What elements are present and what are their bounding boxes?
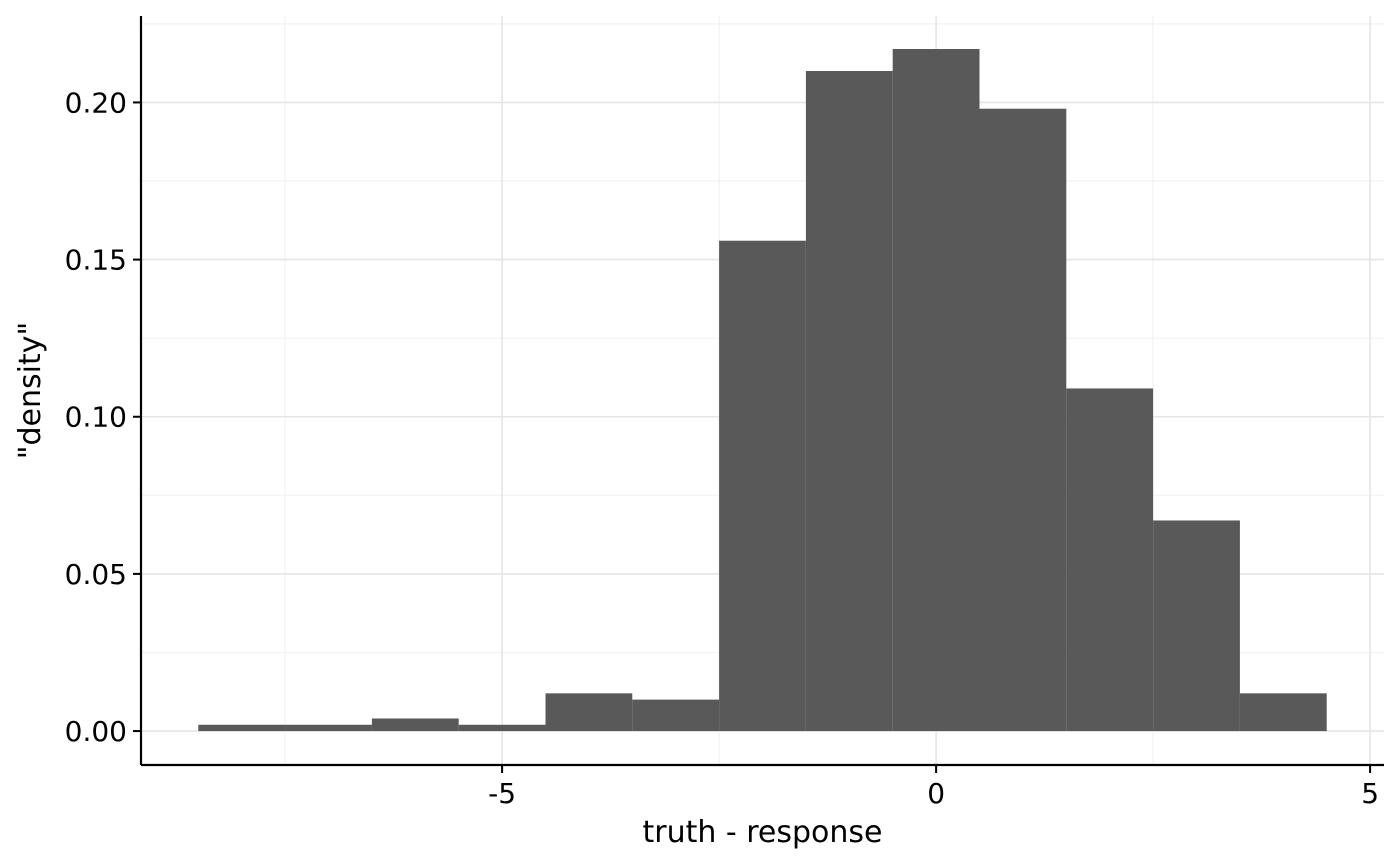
histogram-bar [1239, 693, 1327, 732]
histogram-bars [198, 49, 1327, 732]
histogram-bar [632, 699, 720, 732]
histogram-bar [371, 718, 459, 732]
histogram-bar [1066, 388, 1154, 732]
x-axis-title: truth - response [642, 815, 882, 850]
histogram-bar [285, 724, 372, 732]
histogram-bar [892, 49, 980, 732]
histogram-bar [1153, 520, 1240, 732]
histogram-bar [979, 108, 1067, 732]
histogram-bar [545, 693, 633, 732]
y-tick-labels: 0.00 0.05 0.10 0.15 0.20 [65, 86, 127, 748]
histogram-bar [805, 71, 893, 732]
x-tick-label: 0 [927, 777, 945, 810]
axes [133, 16, 1384, 773]
y-tick-label: 0.10 [65, 401, 127, 434]
y-tick-label: 0.20 [65, 86, 127, 119]
x-tick-label: 5 [1361, 777, 1379, 810]
y-tick-label: 0.05 [65, 558, 127, 591]
y-tick-label: 0.15 [65, 244, 127, 277]
y-axis-title: "density" [13, 322, 48, 460]
histogram-bar [719, 240, 806, 732]
histogram-bar [458, 724, 546, 732]
histogram-bar [198, 724, 286, 732]
x-tick-labels: -5 0 5 [488, 777, 1379, 810]
x-tick-label: -5 [488, 777, 516, 810]
y-tick-label: 0.00 [65, 715, 127, 748]
